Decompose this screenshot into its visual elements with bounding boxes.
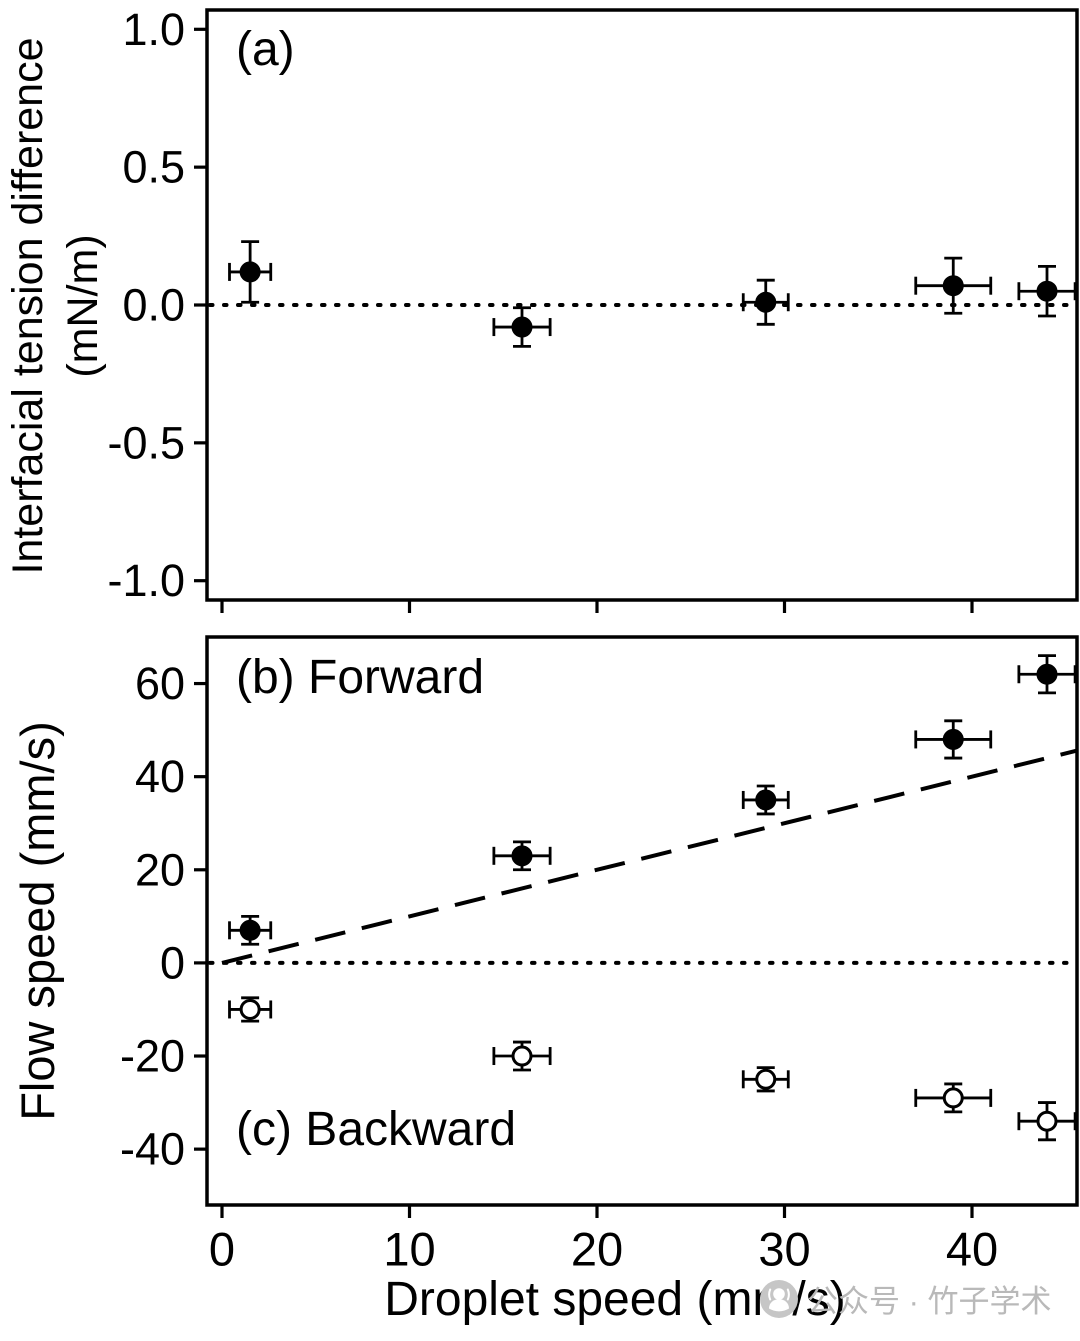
data-point-backward-flow — [1036, 1110, 1058, 1132]
series-interfacial-tension-difference — [228, 240, 1077, 348]
data-point-forward-flow — [1036, 663, 1058, 685]
data-point-interfacial-tension-difference — [1036, 280, 1058, 302]
y-tick-label: -1.0 — [107, 555, 185, 606]
dashed-guide-line — [221, 748, 1078, 965]
panel-b-label: (b) Forward — [236, 651, 485, 704]
data-point-interfacial-tension-difference — [239, 261, 261, 283]
data-point-backward-flow — [942, 1087, 964, 1109]
series-backward-flow — [228, 996, 1077, 1142]
data-point-backward-flow — [511, 1045, 533, 1067]
data-point-interfacial-tension-difference — [755, 291, 777, 313]
data-point-interfacial-tension-difference — [511, 316, 533, 338]
y-tick-label: 0.0 — [122, 280, 185, 331]
watermark-text: 公众号 · 竹子学术 — [807, 1284, 1052, 1319]
panel-a-plot: 1.0 0.5 0.0 -0.5 -1.0 — [107, 4, 1079, 613]
wechat-official-account-icon — [760, 1279, 798, 1318]
y-tick-label: 40 — [135, 751, 185, 802]
x-tick-label: 40 — [946, 1222, 998, 1275]
y-axis-title-line2: (mN/m) — [59, 234, 107, 378]
panel-bc-frame — [205, 635, 1079, 1207]
panel-b-y-axis-title: Flow speed (mm/s) — [11, 721, 64, 1121]
panel-a-label: (a) — [236, 23, 295, 76]
y-tick-label: -20 — [120, 1031, 185, 1082]
series-forward-flow — [228, 654, 1077, 946]
panel-bc-plot: 0 10 20 30 40 60 40 20 0 -20 -40 — [120, 635, 1079, 1275]
data-point-backward-flow — [239, 998, 261, 1020]
x-tick-label: 10 — [383, 1222, 435, 1275]
data-point-forward-flow — [942, 728, 964, 750]
y-tick-label: 20 — [135, 844, 185, 895]
data-point-forward-flow — [755, 789, 777, 811]
y-tick-label: 1.0 — [122, 4, 185, 55]
panel-a-y-axis-title: Interfacial tension difference (mN/m) — [1, 6, 113, 606]
y-tick-label: 0.5 — [122, 142, 185, 193]
data-point-interfacial-tension-difference — [942, 275, 964, 297]
watermark: 公众号 · 竹子学术 — [760, 1276, 1052, 1321]
x-tick-label: 20 — [571, 1222, 623, 1275]
data-point-forward-flow — [511, 845, 533, 867]
data-point-forward-flow — [239, 919, 261, 941]
y-tick-label: -0.5 — [107, 417, 185, 468]
y-tick-label: 60 — [135, 658, 185, 709]
y-tick-label: -40 — [120, 1124, 185, 1175]
y-tick-label: 0 — [160, 937, 185, 988]
y-axis-title-line1: Interfacial tension difference — [4, 37, 52, 575]
x-tick-label: 30 — [758, 1222, 810, 1275]
x-tick-label: 0 — [209, 1222, 235, 1275]
panel-c-label: (c) Backward — [236, 1103, 517, 1156]
data-point-backward-flow — [755, 1068, 777, 1090]
